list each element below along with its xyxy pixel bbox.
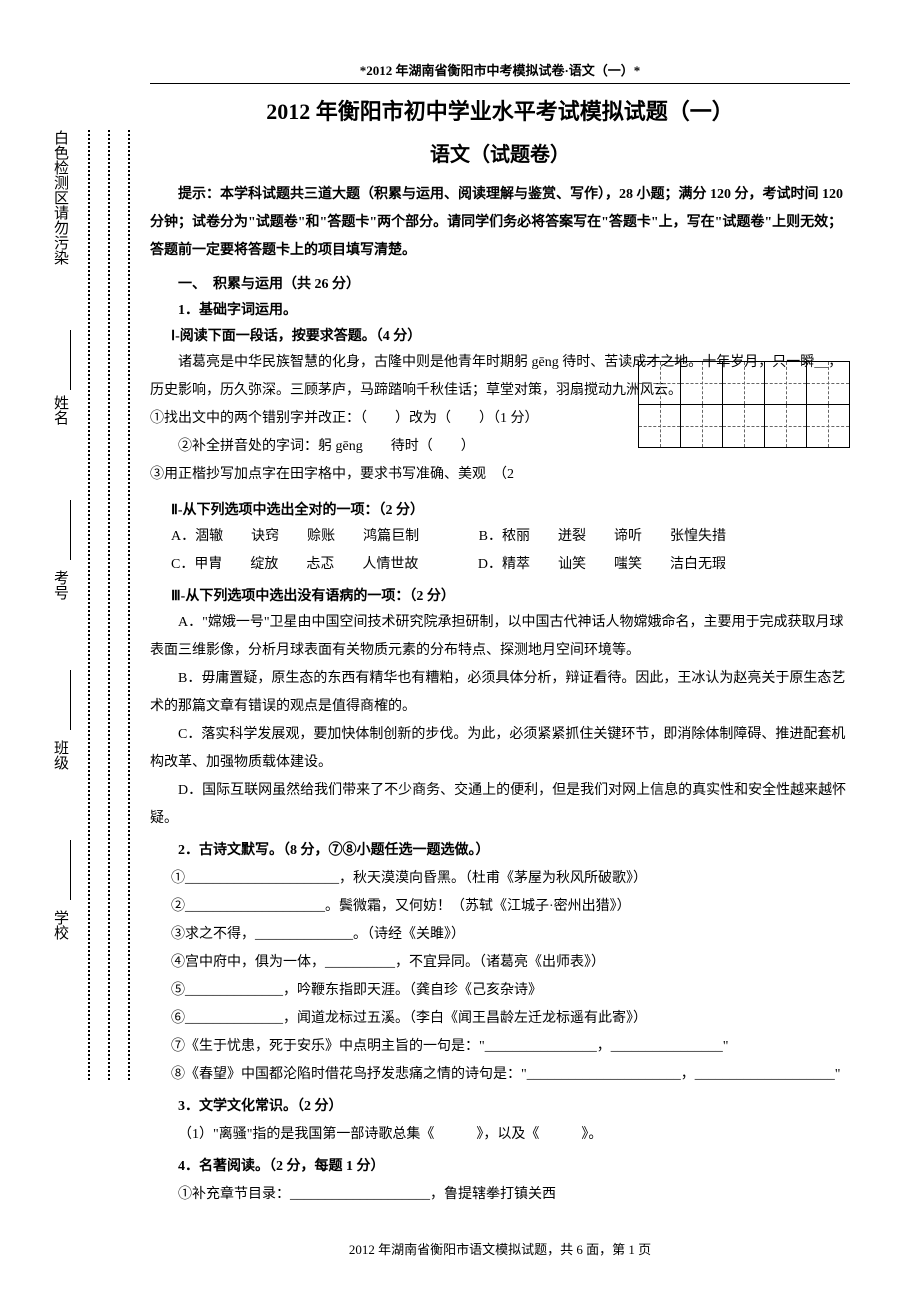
- sidebar-top-text: 白色检测区请勿污染: [50, 130, 71, 265]
- sidebar-label-school: 学校: [50, 910, 71, 940]
- binding-sidebar: 白色检测区请勿污染 姓名 考号 班级 学校: [50, 130, 135, 1080]
- q4-item: ①补充章节目录：____________________，鲁提辖拳打镇关西: [150, 1181, 850, 1209]
- q4-title: 4．名著阅读。（2 分，每题 1 分）: [150, 1155, 850, 1175]
- q3-item: （1）"离骚"指的是我国第一部诗歌总集《 》，以及《 》。: [150, 1121, 850, 1149]
- exam-instruction: 提示：本学科试题共三道大题（积累与运用、阅读理解与鉴赏、写作），28 小题；满分…: [150, 181, 850, 265]
- opt-b: B．秾丽 迸裂 谛听 张惶失措: [479, 529, 726, 544]
- q1-sub2-row1: A．涸辙 诀窍 赊账 鸿篇巨制 B．秾丽 迸裂 谛听 张惶失措: [150, 523, 850, 551]
- q2-item5: ⑤______________，吟鞭东指即天涯。（龚自珍《己亥杂诗》: [150, 977, 850, 1005]
- q1-sub3-title: Ⅲ-从下列选项中选出没有语病的一项：（2 分）: [150, 585, 850, 605]
- sub-title: 语文（试题卷）: [150, 138, 850, 167]
- q2-item3: ③求之不得，______________。（诗经《关雎》）: [150, 921, 850, 949]
- sidebar-label-class: 班级: [50, 740, 71, 770]
- q2-item1: ①______________________，秋天漠漠向昏黑。（杜甫《茅屋为秋…: [150, 865, 850, 893]
- q1-sub3-a: A．"嫦娥一号"卫星由中国空间技术研究院承担研制，以中国古代神话人物嫦娥命名，主…: [150, 609, 850, 665]
- tianzi-grid: [638, 361, 850, 448]
- q2-item2: ②____________________。鬓微霜，又何妨！（苏轼《江城子·密州…: [150, 893, 850, 921]
- opt-c: C．甲胄 绽放 忐忑 人情世故: [171, 557, 418, 572]
- q1-sub3-c: C．落实科学发展观，要加快体制创新的步伐。为此，必须紧紧抓住关键环节，即消除体制…: [150, 721, 850, 777]
- header-brand: *2012 年湖南省衡阳市中考模拟试卷·语文（一）*: [150, 60, 850, 79]
- q2-title: 2．古诗文默写。（8 分，⑦⑧小题任选一题选做。）: [150, 839, 850, 859]
- sidebar-label-name: 姓名: [50, 395, 71, 425]
- opt-a: A．涸辙 诀窍 赊账 鸿篇巨制: [171, 529, 419, 544]
- q2-item6: ⑥______________，闻道龙标过五溪。（李白《闻王昌龄左迁龙标遥有此寄…: [150, 1005, 850, 1033]
- q2-item7: ⑦《生于忧患，死于安乐》中点明主旨的一句是："________________，…: [150, 1033, 850, 1061]
- opt-d: D．精萃 讪笑 嗤笑 洁白无瑕: [478, 557, 726, 572]
- main-title: 2012 年衡阳市初中学业水平考试模拟试题（一）: [150, 94, 850, 126]
- q1-title: 1．基础字词运用。: [150, 299, 850, 319]
- page-footer: 2012 年湖南省衡阳市语文模拟试题，共 6 面，第 1 页: [150, 1239, 850, 1258]
- q3-title: 3．文学文化常识。（2 分）: [150, 1095, 850, 1115]
- header-divider: [150, 83, 850, 84]
- q1-sub1-title: Ⅰ-阅读下面一段话，按要求答题。（4 分）: [150, 325, 850, 345]
- part1-title: 一、 积累与运用（共 26 分）: [150, 273, 850, 293]
- sidebar-label-examno: 考号: [50, 570, 71, 600]
- q2-item8: ⑧《春望》中国都沦陷时借花鸟抒发悲痛之情的诗句是："______________…: [150, 1061, 850, 1089]
- q2-item4: ④宫中府中，俱为一体，__________，不宜异同。（诸葛亮《出师表》）: [150, 949, 850, 977]
- q1-sub3-d: D．国际互联网虽然给我们带来了不少商务、交通上的便利，但是我们对网上信息的真实性…: [150, 777, 850, 833]
- q1-sub2-row2: C．甲胄 绽放 忐忑 人情世故 D．精萃 讪笑 嗤笑 洁白无瑕: [150, 551, 850, 579]
- q1-sub3-b: B．毋庸置疑，原生态的东西有精华也有糟粕，必须具体分析，辩证看待。因此，王冰认为…: [150, 665, 850, 721]
- q1-sub1-item3: ③用正楷抄写加点字在田字格中，要求书写准确、美观 （2: [150, 461, 850, 489]
- q1-sub2-title: Ⅱ-从下列选项中选出全对的一项：（2 分）: [150, 499, 850, 519]
